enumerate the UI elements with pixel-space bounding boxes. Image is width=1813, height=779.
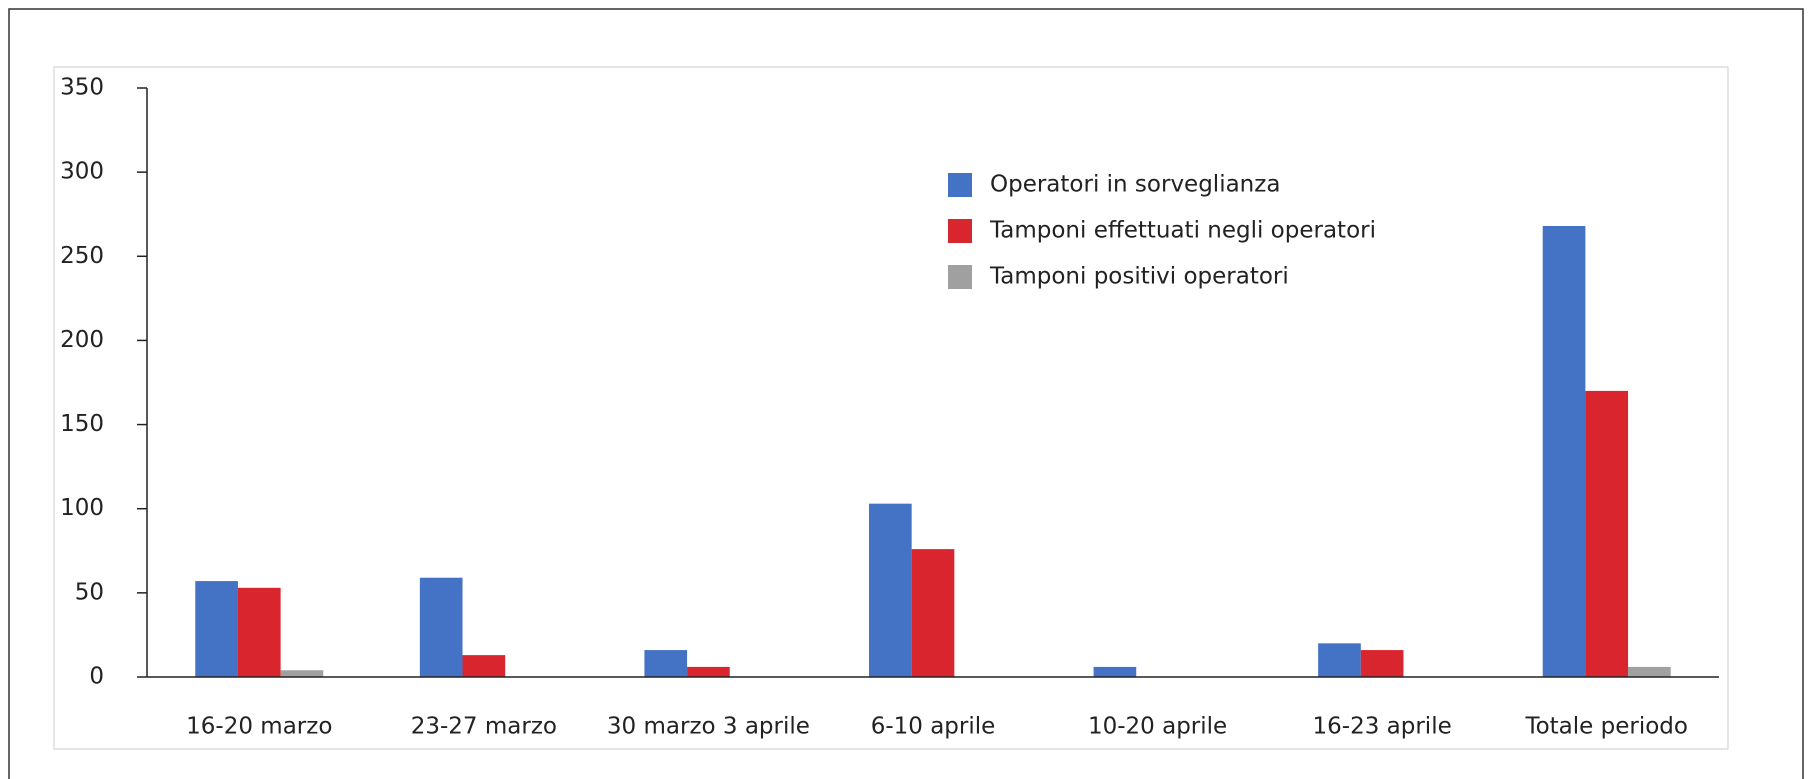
x-tick-label: 16-23 aprile: [1313, 714, 1452, 740]
bar: [280, 670, 324, 677]
legend-label: Tamponi positivi operatori: [989, 264, 1289, 290]
y-tick-label: 50: [75, 579, 104, 605]
y-tick-label: 350: [60, 75, 104, 101]
y-tick-label: 250: [60, 243, 104, 269]
bar: [419, 577, 463, 677]
x-tick-label: 10-20 aprile: [1088, 714, 1227, 740]
legend-label: Operatori in sorveglianza: [990, 172, 1280, 198]
bar: [1093, 666, 1137, 677]
y-tick-label: 200: [60, 327, 104, 353]
bar: [1585, 390, 1629, 677]
outer-frame: [8, 8, 1804, 779]
y-tick-label: 150: [60, 411, 104, 437]
bar: [195, 581, 238, 677]
x-tick-label: 30 marzo 3 aprile: [607, 714, 810, 740]
legend-swatch: [948, 219, 972, 243]
bar: [868, 503, 912, 677]
legend-label: Tamponi effettuati negli operatori: [989, 218, 1376, 244]
bar: [911, 549, 955, 677]
bar: [462, 655, 506, 677]
legend-swatch: [948, 265, 972, 289]
y-tick-label: 0: [89, 664, 104, 690]
chart-frame: [53, 66, 1729, 750]
bar: [1318, 643, 1361, 677]
y-tick-label: 100: [60, 495, 104, 521]
bar: [237, 587, 281, 677]
bar: [687, 666, 730, 677]
bar: [1542, 225, 1586, 677]
x-tick-label: Totale periodo: [1524, 714, 1688, 740]
legend-swatch: [948, 173, 972, 197]
bar: [644, 650, 688, 677]
x-tick-label: 16-20 marzo: [186, 714, 332, 740]
bar: [1628, 666, 1671, 677]
y-tick-label: 300: [60, 159, 104, 185]
bar: [1360, 650, 1404, 677]
x-tick-label: 6-10 aprile: [871, 714, 996, 740]
x-tick-label: 23-27 marzo: [411, 714, 557, 740]
